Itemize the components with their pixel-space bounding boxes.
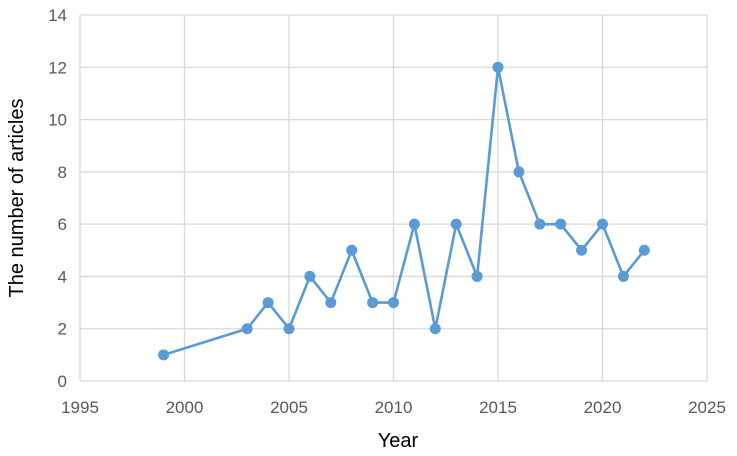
data-point	[241, 323, 253, 335]
data-point	[262, 297, 274, 309]
gridlines	[79, 14, 708, 382]
y-tick-label: 14	[48, 6, 67, 25]
data-point	[555, 218, 567, 230]
data-point	[450, 218, 462, 230]
x-tick-label: 2010	[375, 398, 413, 417]
x-axis-title: Year	[378, 430, 419, 452]
x-tick-label: 2000	[166, 398, 204, 417]
data-point	[471, 270, 483, 282]
data-point	[492, 61, 504, 73]
x-tick-label: 2025	[688, 398, 726, 417]
data-point	[576, 244, 588, 256]
tick-labels: 0 2 4 6 8 10 12 14 1995 2000 2005 2010 2015 2020 2025	[48, 6, 726, 417]
y-tick-label: 8	[58, 163, 67, 182]
data-point	[346, 244, 358, 256]
data-point	[283, 323, 295, 335]
data-point	[429, 323, 441, 335]
data-point	[513, 166, 525, 178]
y-tick-label: 0	[58, 372, 67, 391]
x-tick-label: 2005	[270, 398, 308, 417]
data-point	[408, 218, 420, 230]
series	[158, 61, 650, 361]
x-tick-label: 2020	[584, 398, 622, 417]
y-tick-label: 2	[58, 320, 67, 339]
data-point	[158, 349, 170, 361]
y-tick-label: 10	[48, 111, 67, 130]
data-point	[597, 218, 608, 230]
series-line	[163, 65, 646, 357]
x-tick-label: 2015	[479, 398, 517, 417]
y-tick-label: 4	[58, 267, 67, 286]
x-tick-label: 1995	[61, 398, 99, 417]
y-axis-title: The number of articles	[6, 99, 28, 298]
data-point	[367, 297, 379, 309]
y-tick-label: 6	[58, 215, 67, 234]
data-point	[534, 218, 546, 230]
data-point	[325, 297, 337, 309]
data-point	[388, 297, 399, 309]
data-point	[638, 244, 650, 256]
data-point	[617, 270, 629, 282]
y-tick-label: 12	[48, 58, 67, 77]
data-point	[304, 270, 316, 282]
